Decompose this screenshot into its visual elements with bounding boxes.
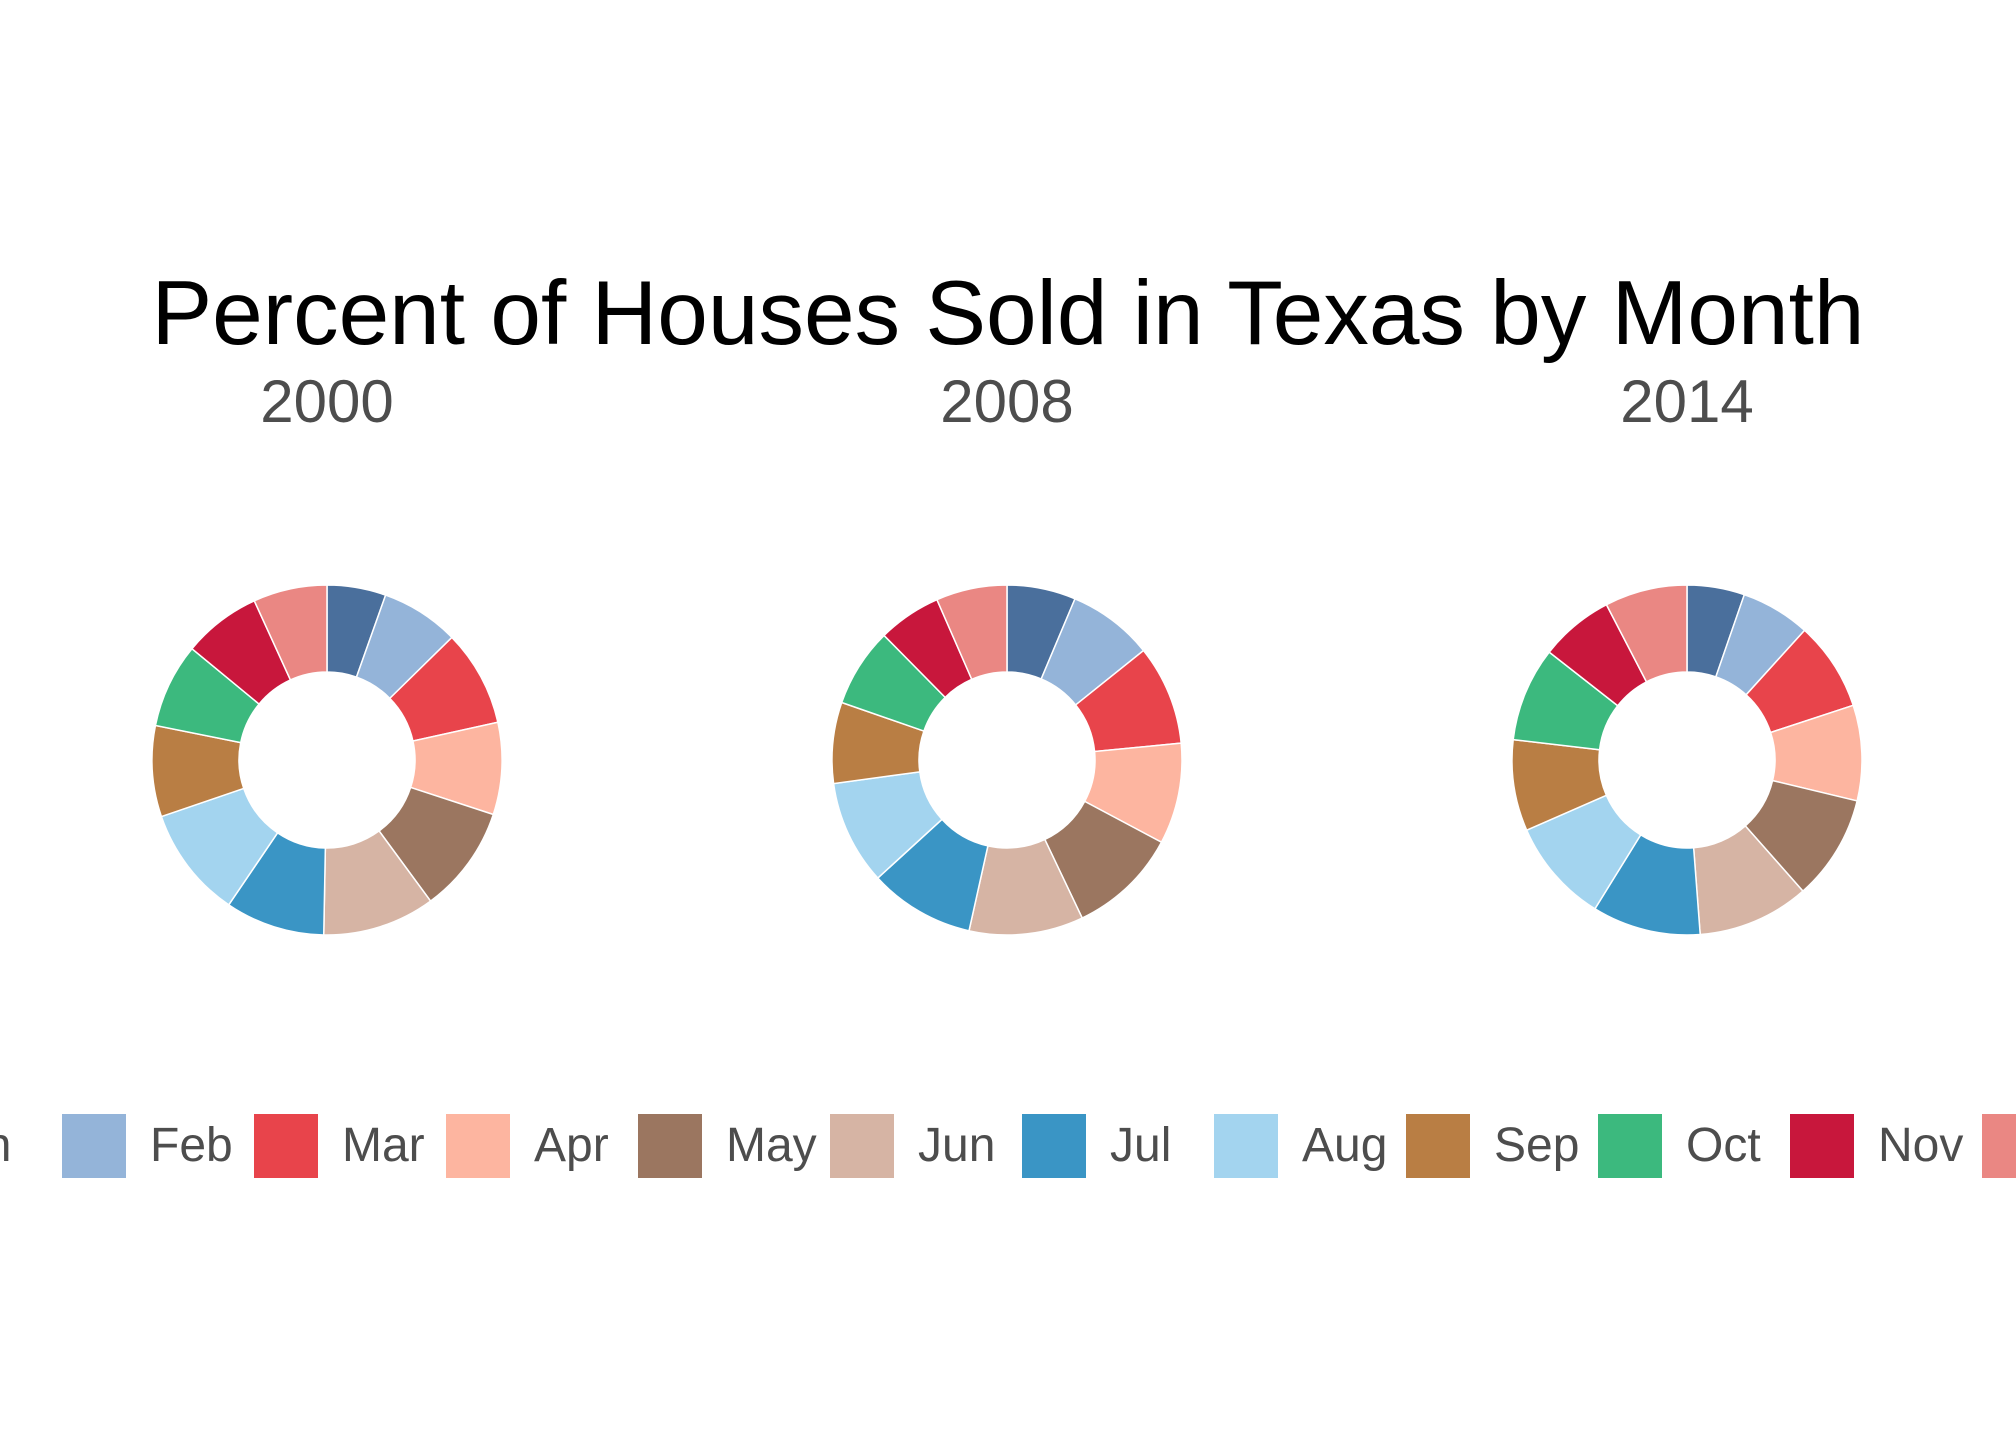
slice-2014-dec [1605, 584, 1688, 683]
donut-2000 [151, 584, 503, 936]
chart-title: Percent of Houses Sold in Texas by Month [151, 263, 1865, 364]
donut-2008 [831, 584, 1183, 936]
facet-label-2008: 2008 [940, 368, 1074, 435]
slice-2008-dec [935, 584, 1008, 681]
facet-label-2014: 2014 [1620, 368, 1754, 435]
slice-2000-dec [253, 584, 328, 681]
donut-2014 [1511, 584, 1863, 936]
facet-label-2000: 2000 [260, 368, 394, 435]
